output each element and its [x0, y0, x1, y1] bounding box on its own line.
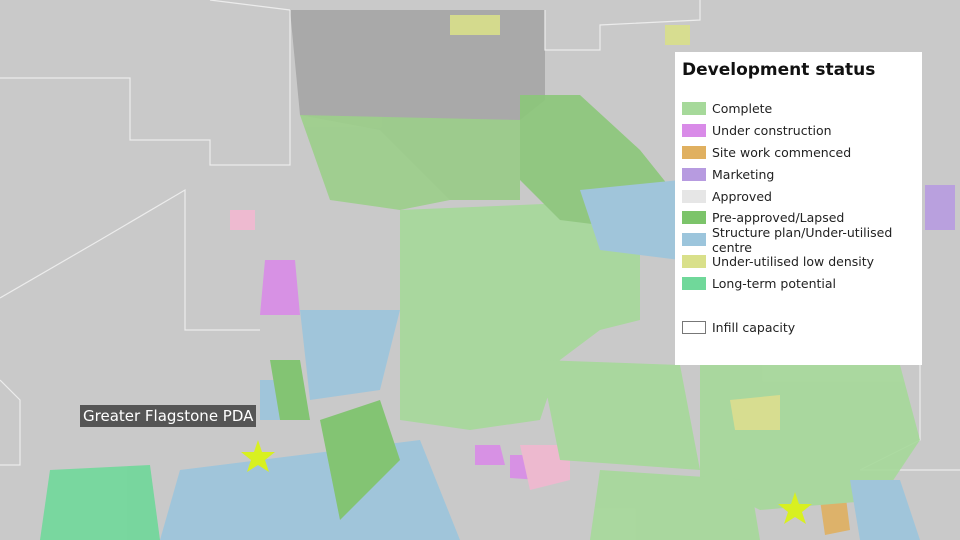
- legend-label: Infill capacity: [712, 319, 796, 335]
- legend-swatch: [682, 145, 706, 159]
- legend-swatch: [682, 276, 706, 290]
- legend-label: Complete: [712, 101, 773, 117]
- legend-item: Site work commenced: [682, 142, 915, 164]
- legend-item: Complete: [682, 98, 915, 120]
- legend-swatch: [682, 102, 706, 116]
- legend-title: Development status: [682, 60, 876, 80]
- legend-swatch: [682, 211, 706, 225]
- boundaries: [0, 0, 960, 471]
- legend-swatch: [682, 189, 706, 203]
- legend-label: Under-utilised low density: [712, 253, 875, 269]
- legend-items: Complete Under construction Site work comm…: [682, 98, 915, 294]
- legend-label: Marketing: [712, 166, 775, 182]
- star-marker: [241, 440, 275, 472]
- legend-label: Approved: [712, 188, 772, 204]
- legend-item: Pre-approved/Lapsed: [682, 207, 915, 229]
- legend-item: Long-term potential: [682, 272, 915, 294]
- legend-item: Infill capacity: [682, 316, 915, 338]
- legend-label: Structure plan/Under-utilised centre: [712, 224, 893, 255]
- legend-swatch: [682, 254, 706, 268]
- legend-item: Structure plan/Under-utilised centre: [682, 225, 915, 255]
- legend-swatch: [682, 320, 706, 334]
- legend-swatch: [682, 233, 706, 247]
- legend-swatch: [682, 124, 706, 138]
- map-label: Greater Flagstone PDA: [80, 405, 257, 427]
- star-marker: [778, 492, 812, 524]
- legend-swatch: [682, 167, 706, 181]
- legend-label: Pre-approved/Lapsed: [712, 210, 845, 226]
- legend: Development status Complete Under constru…: [675, 52, 922, 365]
- legend-item: Marketing: [682, 163, 915, 185]
- parcels: [40, 15, 955, 540]
- legend-label: Long-term potential: [712, 275, 837, 291]
- legend-label: Under construction: [712, 123, 832, 139]
- legend-item: Under-utilised low density: [682, 251, 915, 273]
- legend-item: Approved: [682, 185, 915, 207]
- legend-label: Site work commenced: [712, 144, 852, 160]
- legend-item: Under construction: [682, 120, 915, 142]
